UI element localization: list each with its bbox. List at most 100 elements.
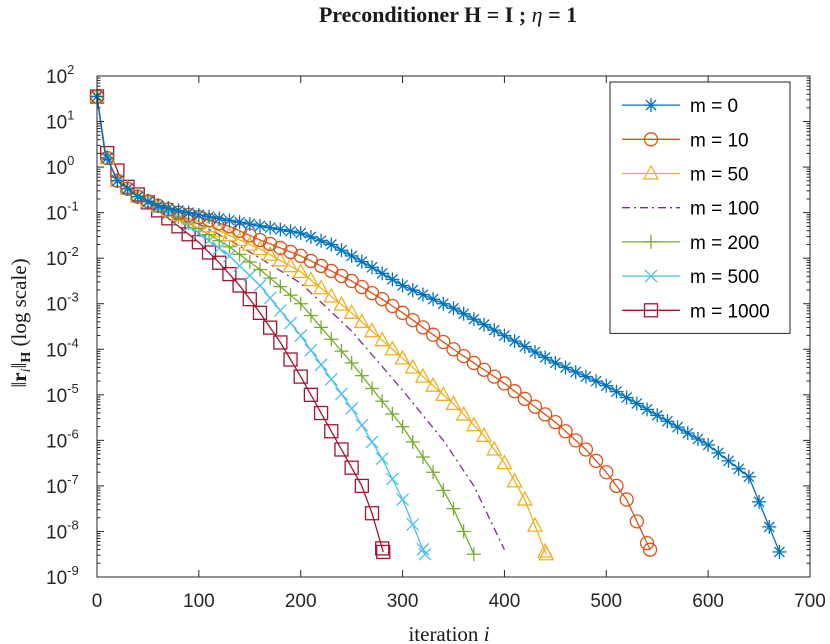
title-h: H [464,2,481,27]
legend-entry-m-1000: m = 1000 [622,301,770,322]
data-point-m-50 [425,376,442,392]
data-point-m-10 [497,376,512,391]
data-point-m-50 [231,231,248,247]
data-point-m-0 [487,323,502,338]
data-point-m-0 [354,254,369,269]
data-point-m-1000 [313,405,329,421]
y-tick-label: 10-5 [46,381,79,407]
data-point-m-200 [252,262,267,277]
data-point-m-0 [721,453,736,468]
data-point-m-1000 [191,235,207,250]
data-point-m-50 [538,545,555,561]
data-point-m-0 [344,248,359,263]
data-point-m-200 [222,239,237,254]
data-point-m-0 [772,544,787,559]
data-point-m-50 [445,395,462,411]
data-point-m-10 [548,414,563,430]
data-point-m-0 [701,437,716,452]
legend-marker-m-200 [644,234,658,249]
y-tick-label: 10-4 [46,335,79,361]
data-point-m-500 [406,517,420,531]
data-point-m-50 [363,322,381,338]
data-point-m-0 [762,519,777,534]
data-point-m-50 [384,340,401,356]
data-point-m-200 [395,419,410,434]
data-point-m-50 [394,349,411,365]
data-point-m-0 [191,207,206,222]
data-point-m-10 [487,369,502,384]
data-point-m-200 [466,547,481,562]
svg-text:‖ri‖H (log scale): ‖ri‖H (log scale) [7,258,34,387]
data-point-m-10 [476,362,492,377]
data-point-m-0 [334,243,349,258]
data-point-m-10 [375,292,390,307]
y-tick-label: 10-7 [46,472,79,498]
data-point-m-0 [232,215,247,230]
data-point-m-200 [273,279,288,294]
y-tick-label: 10-6 [46,426,79,452]
data-point-m-0 [242,217,257,232]
data-point-m-500 [212,241,226,255]
ylabel-sub-i: i [19,368,34,372]
x-tick-label: 700 [794,591,826,612]
data-point-m-0 [477,317,492,332]
data-point-m-0 [741,469,756,484]
data-point-m-200 [436,483,451,498]
data-point-m-50 [404,358,421,374]
data-point-m-1000 [303,387,319,402]
data-point-m-10 [273,240,288,256]
data-point-m-50 [475,426,493,442]
title-eta: η [532,2,543,27]
data-point-m-200 [354,368,369,383]
legend-marker-m-10 [643,132,659,147]
data-point-m-50 [302,271,319,287]
data-point-m-10 [405,312,420,328]
data-point-m-10 [599,465,614,480]
data-point-m-50 [292,262,309,278]
legend-entry-m-50: m = 50 [622,165,749,186]
data-point-m-0 [110,173,125,188]
data-point-m-0 [385,272,400,287]
data-point-m-50 [496,454,513,470]
data-point-m-50 [343,303,360,319]
data-point-m-200 [446,501,461,516]
data-point-m-0 [293,226,308,241]
data-point-m-0 [202,209,217,224]
data-point-m-0 [395,278,410,293]
data-point-m-10 [558,424,573,439]
data-point-m-0 [599,378,614,393]
series-m-100 [96,96,506,550]
y-tick-label: 10-2 [46,244,79,270]
data-point-m-10 [385,298,400,314]
data-point-m-1000 [252,305,268,320]
data-point-m-500 [294,329,308,343]
data-point-m-500 [385,472,399,486]
data-point-m-10 [252,232,268,248]
data-point-m-200 [405,434,420,449]
data-point-m-0 [752,494,767,509]
data-point-m-50 [374,331,391,347]
data-point-m-0 [171,203,186,218]
data-point-m-10 [425,327,441,342]
data-point-m-0 [283,224,298,239]
data-point-m-50 [211,221,228,238]
data-point-m-0 [426,292,441,307]
data-point-m-50 [272,251,289,267]
data-point-m-10 [619,492,634,507]
data-point-m-0 [130,189,145,204]
data-point-m-0 [415,287,430,302]
x-tick-label: 400 [489,591,521,612]
data-point-m-10 [629,514,644,529]
data-point-m-0 [405,283,420,298]
data-point-m-0 [589,374,604,389]
data-point-m-0 [558,360,573,375]
data-point-m-0 [660,414,675,429]
title-eq1: = [481,2,505,27]
data-point-m-0 [303,229,318,244]
series-layer [88,87,787,562]
data-point-m-0 [619,390,634,405]
data-point-m-50 [353,313,370,329]
xlabel-text: iteration [408,622,483,644]
data-point-m-0 [324,237,339,252]
data-point-m-0 [212,211,227,226]
